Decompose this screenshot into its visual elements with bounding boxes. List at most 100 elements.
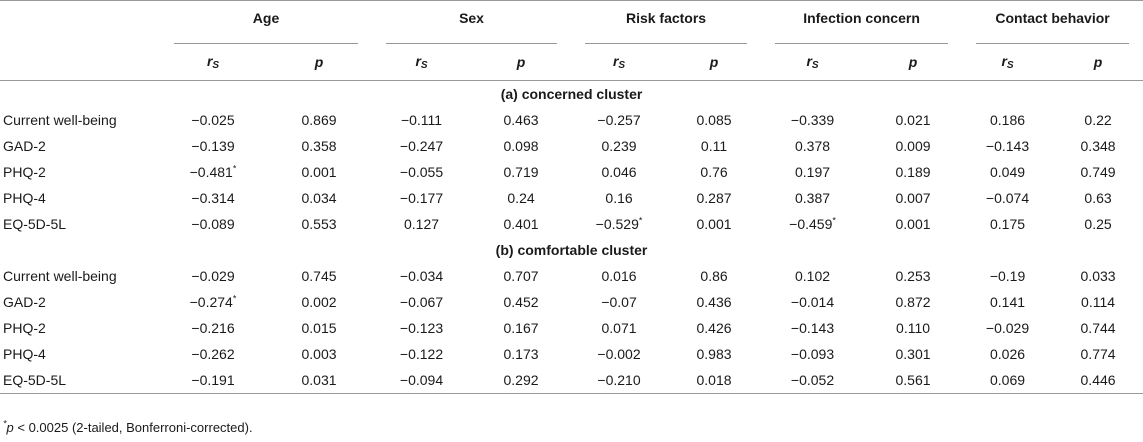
table-body: (a) concerned cluster Current well-being −… [0,81,1143,394]
rs-cell: −0.139 [191,138,235,154]
rs-cell: −0.247 [399,138,444,154]
table-row: PHQ-2 −0.481* 0.001 −0.055 0.719 0.046 0.76 0.1… [0,159,1143,185]
row-label: PHQ-4 [3,190,46,206]
rs-cell: −0.216 [191,320,235,336]
rs-cell: −0.339 [790,112,835,128]
p-cell: 0.110 [896,320,931,336]
rs-cell: −0.122 [399,346,444,362]
p-cell: 0.749 [1080,164,1116,180]
p-cell: 0.167 [503,320,539,336]
rs-header: rS [962,44,1054,81]
p-cell: 0.173 [503,346,539,362]
p-cell: 0.86 [700,268,728,284]
p-cell: 0.24 [507,190,535,206]
rs-header: rS [571,44,668,81]
footnote-text: < 0.0025 (2-tailed, Bonferroni-corrected… [13,420,253,435]
rs-header: rS [372,44,472,81]
p-cell: 0.114 [1081,294,1116,310]
p-cell: 0.76 [700,164,728,180]
p-cell: 0.301 [895,346,931,362]
p-cell: 0.021 [895,112,931,128]
rs-cell: −0.143 [790,320,835,336]
rs-cell: −0.111 [400,112,443,128]
rs-cell: −0.19 [989,268,1026,284]
p-cell: 0.085 [696,112,732,128]
row-label: GAD-2 [3,138,46,154]
p-cell: 0.553 [301,216,337,232]
rs-cell: 0.239 [601,138,637,154]
p-cell: 0.001 [696,216,732,232]
p-cell: 0.719 [503,164,539,180]
rs-cell: −0.262 [191,346,235,362]
table-row: PHQ-4 −0.314 0.034 −0.177 0.24 0.16 0.287 0.387… [0,185,1143,211]
table-row: GAD-2 −0.139 0.358 −0.247 0.098 0.239 0.11 0.37… [0,133,1143,159]
p-cell: 0.446 [1053,367,1143,394]
rs-cell: −0.177 [399,190,444,206]
p-cell: 0.287 [696,190,732,206]
rs-header: rS [761,44,865,81]
rs-cell: 0.175 [990,216,1026,232]
p-cell: 0.001 [895,216,931,232]
corner-cell-sub [0,44,160,81]
rs-cell: 0.102 [795,268,831,284]
rs-cell: 0.127 [403,216,440,232]
table-row: PHQ-2 −0.216 0.015 −0.123 0.167 0.071 0.426 −0.… [0,315,1143,341]
p-cell: 0.452 [503,294,539,310]
p-header: p [667,44,762,81]
p-cell: 0.018 [667,367,762,394]
group-header-age: Age [160,0,373,45]
rs-cell: −0.055 [399,164,444,180]
rs-cell: 0.026 [990,346,1026,362]
rs-cell: 0.387 [795,190,831,206]
group-header-sex: Sex [372,0,572,45]
stat-header-row: rS p rS p rS p rS p rS p [0,44,1143,81]
footnote-p: p [6,420,14,435]
p-cell: 0.561 [864,367,963,394]
rs-cell: 0.186 [990,112,1026,128]
rs-header: rS [160,44,266,81]
section-title: (a) concerned cluster [500,86,643,102]
table-row: Current well-being −0.029 0.745 −0.034 0.707… [0,263,1143,289]
significance-mark: * [638,215,643,226]
section-header-row: (b) comfortable cluster [0,237,1143,263]
p-cell: 0.189 [895,164,931,180]
table-row: EQ-5D-5L −0.191 0.031 −0.094 0.292 −0.210 0.01… [0,367,1143,394]
rs-cell: −0.067 [399,294,444,310]
p-cell: 0.009 [895,138,931,154]
p-cell: 0.707 [503,268,539,284]
p-cell: 0.401 [503,216,539,232]
row-label: PHQ-2 [3,164,46,180]
p-cell: 0.292 [471,367,572,394]
correlation-table: Age Sex Risk factors Infection concern C… [0,0,1143,394]
rs-cell: 0.049 [990,164,1026,180]
rs-cell: −0.123 [399,320,444,336]
rs-cell: 0.016 [601,268,637,284]
table-row: GAD-2 −0.274* 0.002 −0.067 0.452 −0.07 0.436 −0… [0,289,1143,315]
p-cell: 0.358 [301,138,337,154]
rs-cell: 0.16 [605,190,633,206]
row-label: Current well-being [3,268,117,284]
rs-cell: −0.034 [399,268,444,284]
rs-cell: −0.143 [985,138,1030,154]
rs-cell: −0.094 [372,367,472,394]
p-cell: 0.031 [266,367,373,394]
rs-cell: −0.002 [597,346,641,362]
group-header-infection-concern: Infection concern [761,0,963,45]
rs-cell: 0.071 [601,320,637,336]
p-cell: 0.872 [895,294,931,310]
rs-cell: 0.069 [962,367,1054,394]
p-cell: 0.25 [1084,216,1112,232]
rs-cell: −0.029 [191,268,235,284]
rs-cell: −0.052 [761,367,865,394]
corner-cell [0,0,160,44]
p-header: p [864,44,963,81]
p-cell: 0.348 [1080,138,1116,154]
group-header-contact-behavior: Contact behavior [962,0,1143,45]
rs-cell: 0.378 [795,138,831,154]
p-cell: 0.002 [301,294,337,310]
row-label: GAD-2 [3,294,46,310]
p-cell: 0.983 [696,346,732,362]
rs-cell: 0.197 [795,164,831,180]
group-header-risk-factors: Risk factors [571,0,762,45]
